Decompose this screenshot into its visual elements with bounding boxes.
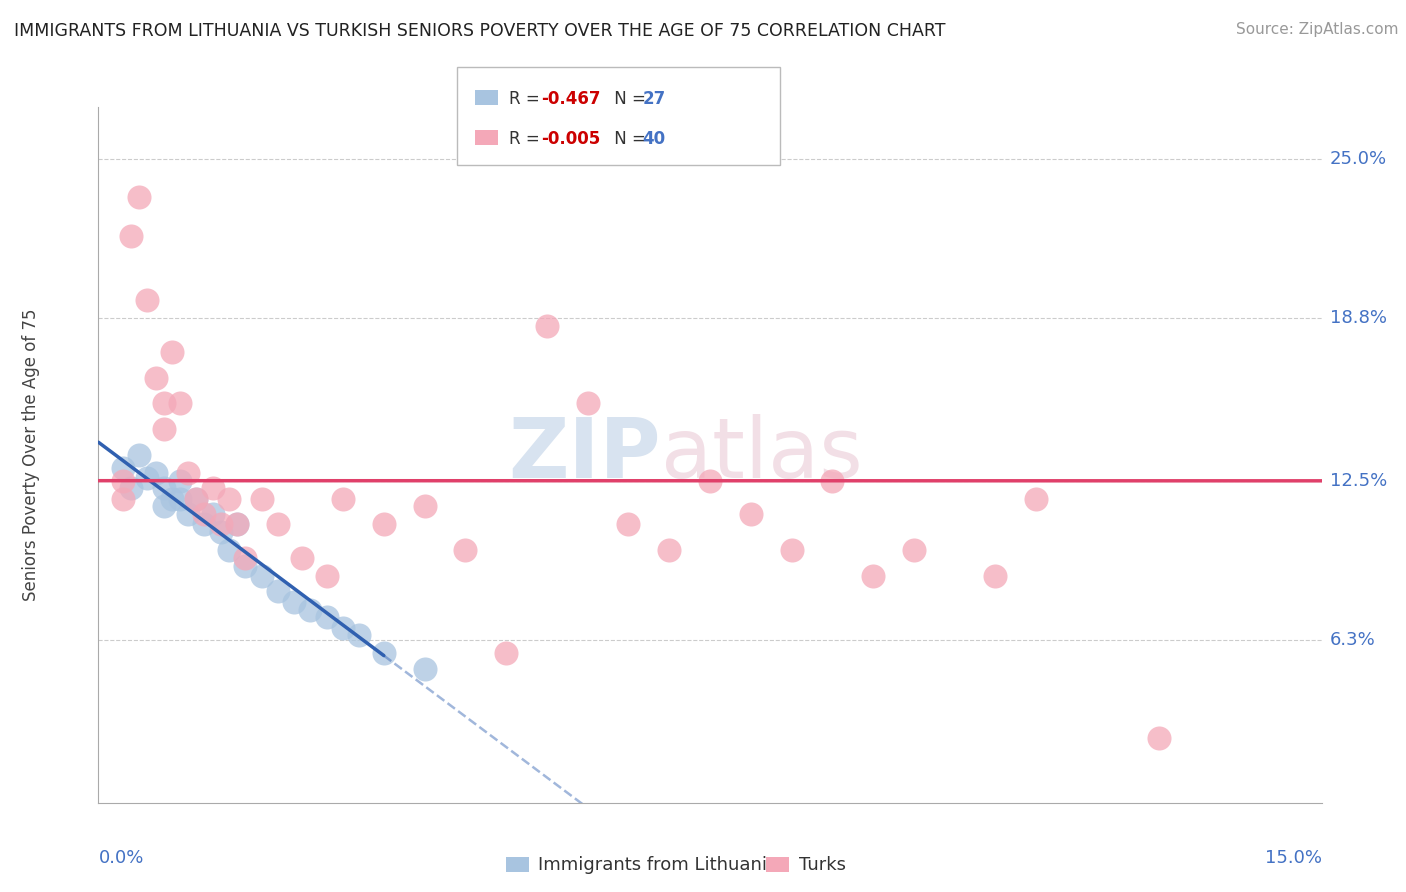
- Point: [984, 569, 1007, 583]
- Point: [120, 228, 142, 243]
- Text: 6.3%: 6.3%: [1330, 632, 1375, 649]
- Text: IMMIGRANTS FROM LITHUANIA VS TURKISH SENIORS POVERTY OVER THE AGE OF 75 CORRELAT: IMMIGRANTS FROM LITHUANIA VS TURKISH SEN…: [14, 22, 946, 40]
- Point: [193, 517, 215, 532]
- Text: atlas: atlas: [661, 415, 863, 495]
- Text: 12.5%: 12.5%: [1330, 472, 1388, 490]
- Point: [209, 525, 232, 540]
- Point: [413, 500, 436, 514]
- Point: [136, 471, 159, 485]
- Point: [291, 551, 314, 566]
- Point: [903, 543, 925, 558]
- Point: [299, 602, 322, 616]
- Text: N =: N =: [609, 130, 651, 148]
- Point: [152, 396, 174, 410]
- Point: [226, 517, 249, 532]
- Text: 15.0%: 15.0%: [1264, 849, 1322, 867]
- Point: [862, 569, 884, 583]
- Text: R =: R =: [509, 90, 546, 108]
- Point: [283, 595, 305, 609]
- Point: [169, 474, 191, 488]
- Point: [332, 621, 354, 635]
- Point: [169, 491, 191, 506]
- Point: [267, 517, 290, 532]
- Text: Seniors Poverty Over the Age of 75: Seniors Poverty Over the Age of 75: [22, 309, 41, 601]
- Point: [1147, 731, 1170, 746]
- Point: [136, 293, 159, 308]
- Point: [373, 517, 395, 532]
- Point: [111, 474, 134, 488]
- Point: [145, 466, 167, 480]
- Point: [576, 396, 599, 410]
- Point: [128, 190, 150, 204]
- Point: [349, 628, 371, 642]
- Point: [152, 422, 174, 436]
- Point: [821, 474, 844, 488]
- Point: [128, 448, 150, 462]
- Point: [201, 482, 224, 496]
- Point: [186, 491, 208, 506]
- Point: [536, 319, 558, 334]
- Point: [740, 507, 762, 521]
- Point: [617, 517, 640, 532]
- Text: ZIP: ZIP: [509, 415, 661, 495]
- Point: [658, 543, 681, 558]
- Point: [218, 491, 240, 506]
- Point: [226, 517, 249, 532]
- Point: [250, 569, 273, 583]
- Point: [780, 543, 803, 558]
- Point: [177, 507, 200, 521]
- Text: 18.8%: 18.8%: [1330, 310, 1386, 327]
- Point: [152, 500, 174, 514]
- Point: [145, 370, 167, 384]
- Text: Immigrants from Lithuania: Immigrants from Lithuania: [538, 856, 779, 874]
- Point: [250, 491, 273, 506]
- Text: Source: ZipAtlas.com: Source: ZipAtlas.com: [1236, 22, 1399, 37]
- Text: -0.467: -0.467: [541, 90, 600, 108]
- Text: Turks: Turks: [799, 856, 845, 874]
- Point: [160, 491, 183, 506]
- Text: 0.0%: 0.0%: [98, 849, 143, 867]
- Point: [233, 558, 256, 573]
- Point: [120, 482, 142, 496]
- Point: [1025, 491, 1047, 506]
- Point: [218, 543, 240, 558]
- Text: -0.005: -0.005: [541, 130, 600, 148]
- Point: [186, 491, 208, 506]
- Point: [332, 491, 354, 506]
- Text: 40: 40: [643, 130, 665, 148]
- Point: [177, 466, 200, 480]
- Point: [152, 482, 174, 496]
- Point: [169, 396, 191, 410]
- Point: [193, 507, 215, 521]
- Text: R =: R =: [509, 130, 546, 148]
- Point: [267, 584, 290, 599]
- Point: [495, 646, 517, 660]
- Point: [315, 569, 337, 583]
- Point: [111, 491, 134, 506]
- Point: [413, 662, 436, 676]
- Point: [111, 460, 134, 475]
- Text: N =: N =: [609, 90, 651, 108]
- Point: [373, 646, 395, 660]
- Point: [201, 507, 224, 521]
- Point: [160, 344, 183, 359]
- Text: 25.0%: 25.0%: [1330, 150, 1386, 168]
- Text: 27: 27: [643, 90, 666, 108]
- Point: [315, 610, 337, 624]
- Point: [209, 517, 232, 532]
- Point: [233, 551, 256, 566]
- Point: [454, 543, 477, 558]
- Point: [699, 474, 721, 488]
